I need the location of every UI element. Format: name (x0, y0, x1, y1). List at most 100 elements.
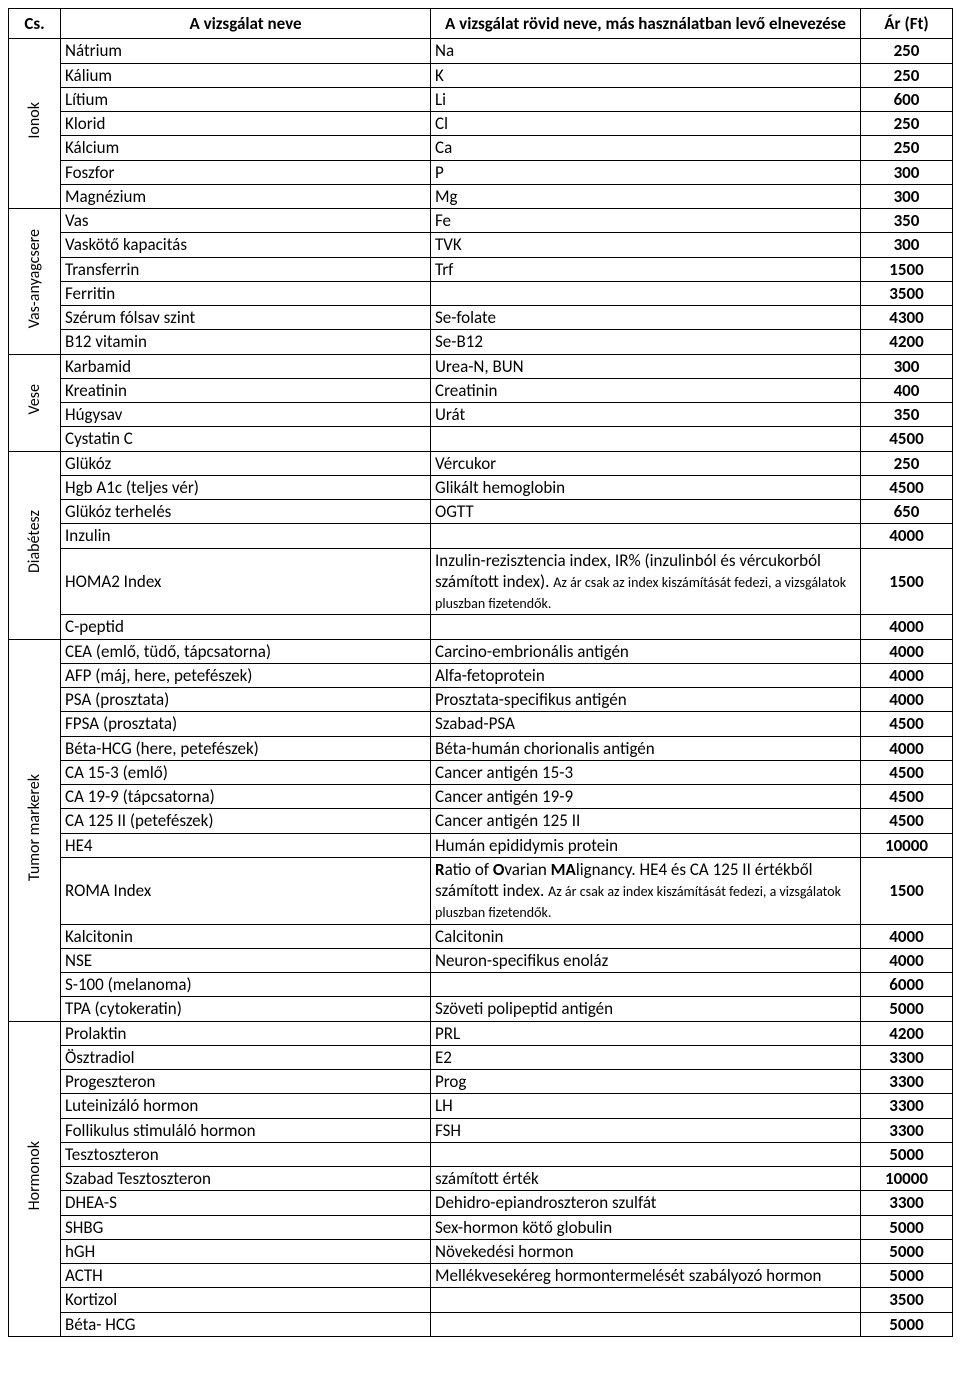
table-row: CA 19-9 (tápcsatorna)Cancer antigén 19-9… (9, 785, 953, 809)
table-row: Szabad Tesztoszteronszámított érték10000 (9, 1167, 953, 1191)
exam-price: 4500 (861, 809, 953, 833)
table-row: Ferritin3500 (9, 281, 953, 305)
exam-alt-name: Ca (431, 136, 861, 160)
table-row: Vas-anyagcsereVasFe350 (9, 209, 953, 233)
exam-price: 1500 (861, 857, 953, 924)
table-row: MagnéziumMg300 (9, 184, 953, 208)
exam-name: Prolaktin (61, 1021, 431, 1045)
exam-alt-name: FSH (431, 1118, 861, 1142)
table-row: Tumor markerekCEA (emlő, tüdő, tápcsator… (9, 639, 953, 663)
exam-name: TPA (cytokeratin) (61, 997, 431, 1021)
exam-name: PSA (prosztata) (61, 688, 431, 712)
exam-alt-name: Cancer antigén 19-9 (431, 785, 861, 809)
table-row: ÖsztradiolE23300 (9, 1045, 953, 1069)
table-row: ProgeszteronProg3300 (9, 1070, 953, 1094)
table-row: KloridCl250 (9, 112, 953, 136)
exam-price: 5000 (861, 1264, 953, 1288)
exam-name: CEA (emlő, tüdő, tápcsatorna) (61, 639, 431, 663)
exam-price: 4500 (861, 785, 953, 809)
table-row: Follikulus stimuláló hormonFSH3300 (9, 1118, 953, 1142)
exam-price: 650 (861, 500, 953, 524)
exam-alt-name: Béta-humán chorionalis antigén (431, 736, 861, 760)
table-row: DiabéteszGlükózVércukor250 (9, 451, 953, 475)
exam-price: 300 (861, 184, 953, 208)
exam-alt-name: Cancer antigén 125 II (431, 809, 861, 833)
table-row: CA 125 II (petefészek)Cancer antigén 125… (9, 809, 953, 833)
table-row: hGHNövekedési hormon5000 (9, 1239, 953, 1263)
exam-name: ROMA Index (61, 857, 431, 924)
group-label: Hormonok (9, 1021, 61, 1336)
exam-alt-name: Szöveti polipeptid antigén (431, 997, 861, 1021)
exam-name: S-100 (melanoma) (61, 973, 431, 997)
table-row: Béta-HCG (here, petefészek)Béta-humán ch… (9, 736, 953, 760)
exam-price: 3500 (861, 1288, 953, 1312)
exam-alt-name (431, 1142, 861, 1166)
exam-name: Kreatinin (61, 378, 431, 402)
exam-price: 4000 (861, 736, 953, 760)
exam-alt-name: Glikált hemoglobin (431, 475, 861, 499)
group-label-text: Ionok (27, 102, 43, 139)
exam-alt-name: Se-B12 (431, 330, 861, 354)
table-row: B12 vitaminSe-B124200 (9, 330, 953, 354)
exam-price: 10000 (861, 833, 953, 857)
table-row: KalcitoninCalcitonin4000 (9, 924, 953, 948)
exam-price: 350 (861, 403, 953, 427)
exam-alt-name (431, 973, 861, 997)
table-row: TransferrinTrf1500 (9, 257, 953, 281)
header-cs: Cs. (9, 9, 61, 39)
exam-name: B12 vitamin (61, 330, 431, 354)
exam-alt-name: Inzulin-rezisztencia index, IR% (inzulin… (431, 548, 861, 615)
exam-price: 4500 (861, 475, 953, 499)
header-alt: A vizsgálat rövid neve, más használatban… (431, 9, 861, 39)
exam-name: CA 15-3 (emlő) (61, 760, 431, 784)
table-row: Inzulin4000 (9, 524, 953, 548)
table-row: Luteinizáló hormonLH3300 (9, 1094, 953, 1118)
exam-name: Tesztoszteron (61, 1142, 431, 1166)
exam-alt-name: Na (431, 39, 861, 63)
table-row: CA 15-3 (emlő)Cancer antigén 15-34500 (9, 760, 953, 784)
exam-name: Vaskötő kapacitás (61, 233, 431, 257)
exam-alt-name: Carcino-embrionális antigén (431, 639, 861, 663)
group-label-text: Hormonok (27, 1141, 43, 1210)
exam-name: Vas (61, 209, 431, 233)
exam-name: Ferritin (61, 281, 431, 305)
exam-price: 5000 (861, 1239, 953, 1263)
exam-name: Glükóz terhelés (61, 500, 431, 524)
exam-name: Kortizol (61, 1288, 431, 1312)
exam-alt-name: Urát (431, 403, 861, 427)
exam-price: 350 (861, 209, 953, 233)
exam-name: AFP (máj, here, petefészek) (61, 663, 431, 687)
table-row: DHEA-SDehidro-epiandroszteron szulfát330… (9, 1191, 953, 1215)
table-row: S-100 (melanoma)6000 (9, 973, 953, 997)
exam-price: 4200 (861, 330, 953, 354)
exam-alt-name (431, 524, 861, 548)
table-row: VeseKarbamidUrea-N, BUN300 (9, 354, 953, 378)
table-row: Vaskötő kapacitásTVK300 (9, 233, 953, 257)
exam-name: Szérum fólsav szint (61, 306, 431, 330)
group-label: Vas-anyagcsere (9, 209, 61, 355)
table-row: TPA (cytokeratin)Szöveti polipeptid anti… (9, 997, 953, 1021)
exam-name: DHEA-S (61, 1191, 431, 1215)
group-label: Vese (9, 354, 61, 451)
exam-name: Cystatin C (61, 427, 431, 451)
exam-name: Follikulus stimuláló hormon (61, 1118, 431, 1142)
exam-price: 300 (861, 160, 953, 184)
exam-alt-name: Cl (431, 112, 861, 136)
exam-name: C-peptid (61, 615, 431, 639)
exam-price: 4500 (861, 712, 953, 736)
table-row: Glükóz terhelésOGTT650 (9, 500, 953, 524)
exam-name: Lítium (61, 87, 431, 111)
exam-alt-name (431, 615, 861, 639)
exam-price: 250 (861, 63, 953, 87)
exam-name: hGH (61, 1239, 431, 1263)
table-row: HOMA2 IndexInzulin-rezisztencia index, I… (9, 548, 953, 615)
exam-alt-name: Prog (431, 1070, 861, 1094)
exam-price: 4300 (861, 306, 953, 330)
exam-name: SHBG (61, 1215, 431, 1239)
header-price: Ár (Ft) (861, 9, 953, 39)
exam-name: HE4 (61, 833, 431, 857)
exam-alt-name: OGTT (431, 500, 861, 524)
exam-price: 3300 (861, 1045, 953, 1069)
exam-name: Klorid (61, 112, 431, 136)
exam-alt-name: Szabad-PSA (431, 712, 861, 736)
